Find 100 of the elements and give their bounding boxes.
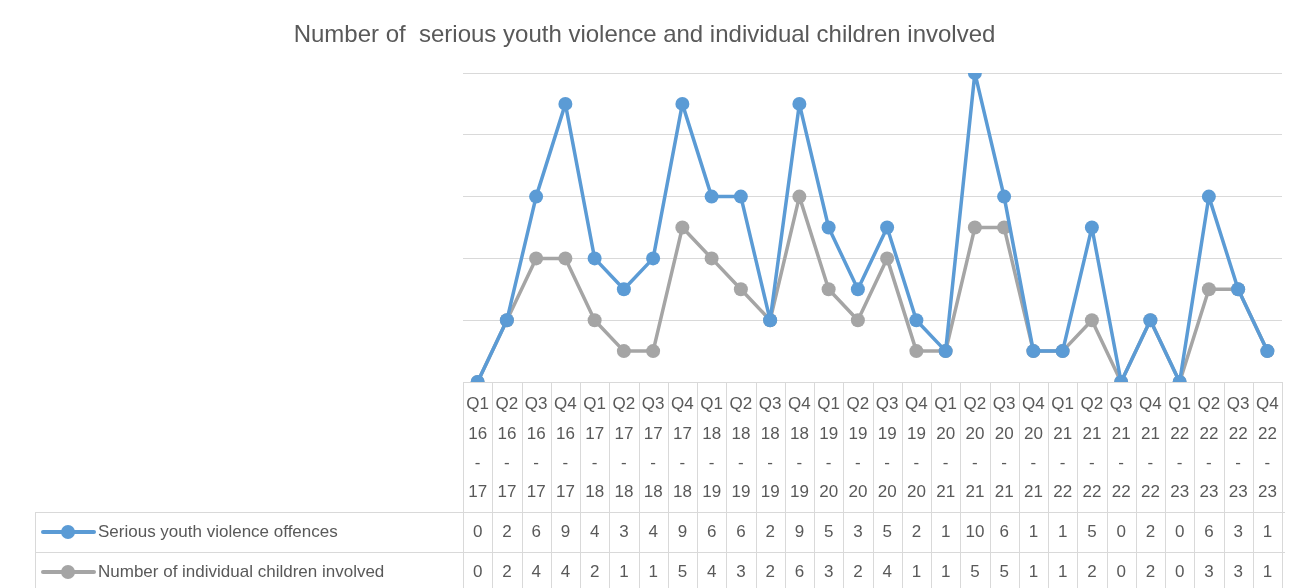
point bbox=[1201, 189, 1216, 204]
x-tick-label: Q2 22-23 bbox=[1197, 394, 1221, 502]
x-tick-label: Q3 18-19 bbox=[758, 394, 782, 502]
data-label: 2 bbox=[911, 521, 922, 541]
data-label: 1 bbox=[648, 561, 658, 581]
data-label: 4 bbox=[589, 521, 600, 541]
point bbox=[704, 189, 719, 204]
data-label: 1 bbox=[1028, 561, 1039, 581]
point bbox=[587, 313, 602, 328]
data-label: 0 bbox=[1174, 521, 1185, 541]
point bbox=[616, 344, 631, 359]
data-label: 2 bbox=[765, 521, 775, 541]
point bbox=[1084, 313, 1099, 328]
data-label: 1 bbox=[1262, 521, 1273, 541]
data-label: 0 bbox=[472, 561, 483, 581]
data-label: 3 bbox=[619, 521, 629, 541]
data-label: 3 bbox=[853, 521, 863, 541]
x-tick-label: Q4 16-17 bbox=[554, 394, 577, 502]
data-label: 1 bbox=[911, 561, 922, 581]
data-label: 1 bbox=[1057, 561, 1068, 581]
point bbox=[909, 313, 924, 328]
point bbox=[909, 344, 924, 359]
data-label: 1 bbox=[1028, 521, 1039, 541]
x-tick-label: Q4 21-22 bbox=[1139, 394, 1162, 502]
data-label: 4 bbox=[531, 561, 541, 581]
x-tick-label: Q2 16-17 bbox=[495, 394, 519, 502]
data-label: 5 bbox=[999, 561, 1009, 581]
data-label: 5 bbox=[677, 561, 688, 581]
data-label: 6 bbox=[1204, 521, 1214, 541]
x-tick-label: Q3 22-23 bbox=[1226, 394, 1250, 502]
legend-label: Serious youth violence offences bbox=[98, 521, 338, 541]
data-label: 3 bbox=[823, 561, 834, 581]
data-label: 5 bbox=[1087, 521, 1097, 541]
point bbox=[997, 189, 1012, 204]
data-label: 1 bbox=[619, 561, 629, 581]
data-label: 5 bbox=[882, 521, 892, 541]
x-tick-label: Q2 20-21 bbox=[963, 394, 987, 502]
data-label: 2 bbox=[589, 561, 600, 581]
data-label: 2 bbox=[1145, 561, 1156, 581]
x-tick-label: Q4 18-19 bbox=[788, 394, 811, 502]
point bbox=[733, 189, 748, 204]
x-tick-label: Q4 22-23 bbox=[1256, 394, 1279, 502]
x-tick-label: Q4 19-20 bbox=[905, 394, 928, 502]
legend-label: Number of individual children involved bbox=[98, 561, 385, 581]
data-label: 1 bbox=[1057, 521, 1068, 541]
data-label: 0 bbox=[1116, 561, 1126, 581]
x-tick-label: Q3 20-21 bbox=[992, 394, 1016, 502]
data-label: 2 bbox=[853, 561, 863, 581]
x-tick-label: Q3 19-20 bbox=[875, 394, 899, 502]
chart-title: Number of serious youth violence and individual children involved bbox=[292, 20, 997, 48]
data-label: 2 bbox=[502, 561, 512, 581]
x-tick-label: Q2 21-22 bbox=[1080, 394, 1104, 502]
data-label: 4 bbox=[560, 561, 571, 581]
data-label: 9 bbox=[560, 521, 571, 541]
data-label: 6 bbox=[706, 521, 717, 541]
data-label: 0 bbox=[472, 521, 483, 541]
data-label: 6 bbox=[794, 561, 805, 581]
data-label: 0 bbox=[1174, 561, 1185, 581]
data-label: 3 bbox=[736, 561, 746, 581]
point bbox=[792, 189, 807, 204]
data-label: 3 bbox=[1233, 521, 1243, 541]
x-tick-label: Q2 18-19 bbox=[729, 394, 753, 502]
data-label: 1 bbox=[1262, 561, 1273, 581]
x-tick-label: Q2 19-20 bbox=[846, 394, 870, 502]
point bbox=[704, 251, 719, 266]
data-label: 3 bbox=[1204, 561, 1214, 581]
point bbox=[821, 220, 836, 235]
data-label: 2 bbox=[1087, 561, 1097, 581]
point bbox=[792, 96, 807, 111]
point bbox=[558, 251, 573, 266]
point bbox=[821, 282, 836, 297]
data-label: 10 bbox=[965, 521, 985, 541]
data-label: 5 bbox=[823, 521, 834, 541]
point bbox=[587, 251, 602, 266]
x-tick-label: Q2 17-18 bbox=[612, 394, 636, 502]
data-label: 6 bbox=[999, 521, 1009, 541]
data-label: 4 bbox=[882, 561, 892, 581]
point bbox=[675, 220, 690, 235]
data-label: 9 bbox=[794, 521, 805, 541]
point bbox=[733, 282, 748, 297]
x-tick-label: Q1 17-18 bbox=[583, 394, 606, 502]
x-tick-label: Q1 22-23 bbox=[1168, 394, 1191, 502]
x-tick-label: Q4 20-21 bbox=[1022, 394, 1045, 502]
point bbox=[1201, 282, 1216, 297]
point bbox=[850, 282, 865, 297]
point bbox=[646, 251, 661, 266]
data-label: 0 bbox=[1116, 521, 1126, 541]
x-tick-label: Q4 17-18 bbox=[671, 394, 694, 502]
point bbox=[1084, 220, 1099, 235]
x-tick-label: Q1 20-21 bbox=[934, 394, 957, 502]
data-label: 4 bbox=[706, 561, 717, 581]
x-tick-label: Q1 18-19 bbox=[700, 394, 723, 502]
point bbox=[646, 344, 661, 359]
x-tick-label: Q3 16-17 bbox=[524, 394, 548, 502]
data-label: 2 bbox=[1145, 521, 1156, 541]
x-tick-label: Q1 21-22 bbox=[1051, 394, 1074, 502]
data-label: 4 bbox=[648, 521, 658, 541]
data-label: 3 bbox=[1233, 561, 1243, 581]
data-label: 2 bbox=[765, 561, 775, 581]
x-tick-label: Q1 19-20 bbox=[817, 394, 840, 502]
